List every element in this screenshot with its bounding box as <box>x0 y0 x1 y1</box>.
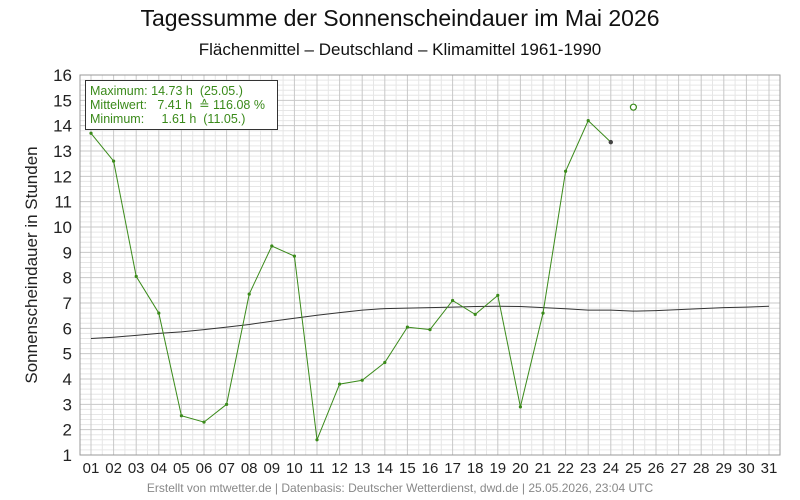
x-tick-label: 02 <box>105 460 122 477</box>
x-tick-label: 18 <box>467 460 484 477</box>
sunshine-point <box>338 382 342 386</box>
legend-min-row: Minimum: 1.61 h (11.05.) <box>90 112 273 126</box>
sunshine-point <box>360 378 364 382</box>
y-tick-label: 10 <box>53 218 72 237</box>
chart-title: Tagessumme der Sonnenscheindauer im Mai … <box>140 5 660 31</box>
legend-min-label: Minimum: <box>90 112 145 126</box>
x-tick-label: 11 <box>309 460 325 477</box>
y-tick-label: 1 <box>63 446 72 465</box>
x-tick-label: 08 <box>241 460 258 477</box>
sunshine-point <box>89 131 93 135</box>
sunshine-point <box>405 325 409 329</box>
x-tick-label: 15 <box>399 460 416 477</box>
x-tick-label: 16 <box>422 460 439 477</box>
y-tick-label: 5 <box>63 345 72 364</box>
plot-border <box>79 74 781 456</box>
x-tick-label: 03 <box>128 460 145 477</box>
legend-mean-label: Mittelwert: <box>90 98 147 112</box>
x-tick-label: 19 <box>489 460 506 477</box>
legend-min-date: (11.05.) <box>203 112 246 126</box>
y-tick-label: 7 <box>63 294 72 313</box>
x-tick-label: 09 <box>263 460 280 477</box>
sunshine-point <box>518 405 523 409</box>
sunshine-point <box>292 254 296 258</box>
y-tick-label: 4 <box>63 370 72 389</box>
sunshine-point <box>112 159 116 163</box>
x-tick-label: 21 <box>535 460 552 477</box>
y-tick-label: 9 <box>63 243 72 262</box>
x-tick-label: 27 <box>670 460 687 477</box>
legend-min-value: 1.61 h <box>161 112 197 126</box>
y-tick-label: 11 <box>54 193 72 212</box>
sunshine-point <box>315 438 319 442</box>
legend-max-label: Maximum: <box>90 84 148 98</box>
sunshine-point <box>586 119 590 123</box>
sunshine-point-open <box>629 103 638 111</box>
y-tick-label: 16 <box>53 66 72 85</box>
x-tick-label: 31 <box>761 460 778 477</box>
sunshine-point <box>541 311 545 315</box>
x-tick-label: 30 <box>738 460 755 477</box>
x-tick-label: 01 <box>83 460 100 477</box>
y-tick-label: 14 <box>53 117 72 136</box>
x-tick-label: 05 <box>173 460 190 477</box>
y-tick-label: 2 <box>63 421 72 440</box>
sunshine-point <box>225 402 229 406</box>
x-tick-label: 17 <box>444 460 461 477</box>
x-tick-label: 22 <box>557 460 574 477</box>
chart-subtitle: Flächenmittel – Deutschland – Klimamitte… <box>198 40 602 59</box>
legend-mean-row: Mittelwert: 7.41 h ≙ 116.08 % <box>90 98 273 112</box>
sunshine-point <box>496 293 500 297</box>
x-tick-label: 26 <box>648 460 665 477</box>
x-tick-label: 23 <box>580 460 597 477</box>
sunshine-line <box>90 119 612 442</box>
sunshine-point <box>451 298 455 303</box>
x-tick-label: 10 <box>286 460 303 477</box>
sunshine-point <box>270 244 274 248</box>
sunshine-point-latest <box>608 139 613 145</box>
sunshine-point <box>134 274 138 278</box>
legend-max-row: Maximum: 14.73 h (25.05.) <box>90 84 273 98</box>
stats-legend: Maximum: 14.73 h (25.05.) Mittelwert: 7.… <box>85 80 278 130</box>
y-tick-label: 13 <box>53 142 72 161</box>
sunshine-point <box>383 360 387 365</box>
legend-mean-pct: ≙ 116.08 % <box>199 98 265 112</box>
x-tick-label: 25 <box>625 460 642 477</box>
y-axis-label: Sonnenscheindauer in Stunden <box>22 146 41 383</box>
x-tick-label: 07 <box>218 460 235 477</box>
sunshine-point <box>247 292 251 296</box>
y-tick-label: 3 <box>63 395 72 414</box>
sunshine-point <box>202 420 206 424</box>
sunshine-point <box>428 328 432 332</box>
sunshine-point <box>179 414 183 418</box>
sunshine-point <box>564 169 568 173</box>
legend-max-value: 14.73 h <box>151 84 193 98</box>
x-tick-label: 28 <box>693 460 710 477</box>
sunshine-point <box>473 312 477 316</box>
x-tick-label: 12 <box>331 460 348 477</box>
y-tick-label: 6 <box>63 319 72 338</box>
x-tick-label: 24 <box>602 460 619 477</box>
y-tick-label: 15 <box>53 91 72 110</box>
y-tick-label: 12 <box>53 167 72 186</box>
x-tick-label: 29 <box>715 460 732 477</box>
legend-max-date: (25.05.) <box>199 84 243 98</box>
sunshine-point <box>157 311 161 315</box>
climate-mean-line <box>90 305 770 339</box>
x-tick-label: 20 <box>512 460 529 477</box>
y-tick-label: 8 <box>63 269 72 288</box>
x-tick-label: 04 <box>150 460 167 477</box>
x-tick-label: 06 <box>196 460 213 477</box>
x-tick-label: 14 <box>376 460 393 477</box>
chart-footer: Erstellt von mtwetter.de | Datenbasis: D… <box>146 481 654 495</box>
x-tick-label: 13 <box>354 460 371 477</box>
legend-mean-value: 7.41 h <box>157 98 193 112</box>
